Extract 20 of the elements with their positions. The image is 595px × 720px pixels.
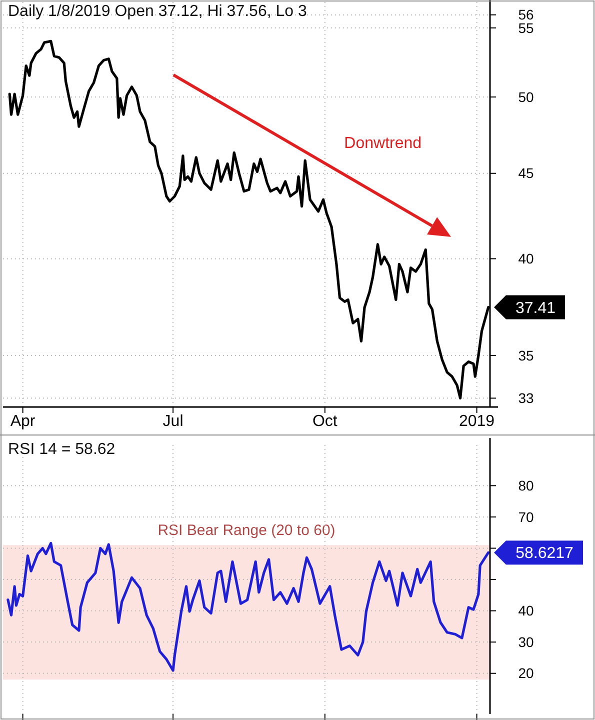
y-tick-label: 20	[518, 665, 534, 682]
y-tick-label: 50	[518, 88, 534, 105]
x-tick-label: Apr	[10, 413, 36, 430]
annotation: 58.6217	[516, 545, 574, 562]
x-tick-label: Jul	[162, 413, 184, 430]
y-tick-label: 45	[518, 165, 534, 182]
x-tick-label: Oct	[312, 413, 338, 430]
chart-title: Daily 1/8/2019 Open 37.12, Hi 37.56, Lo 3	[8, 3, 307, 20]
y-tick-label: 30	[518, 634, 534, 650]
y-tick-label: 40	[518, 250, 534, 267]
annotation: 37.41	[515, 300, 556, 317]
chart-title: RSI 14 = 58.62	[8, 441, 116, 458]
y-tick-label: 80	[518, 478, 534, 494]
y-tick-label: 35	[518, 347, 534, 364]
x-tick-label: 2019	[458, 413, 495, 430]
y-tick-label: 33	[518, 390, 534, 406]
band-label: RSI Bear Range (20 to 60)	[158, 522, 336, 540]
y-tick-label: 70	[518, 508, 534, 525]
annotation: Donwtrend	[344, 134, 422, 152]
y-tick-label: 40	[518, 602, 534, 619]
